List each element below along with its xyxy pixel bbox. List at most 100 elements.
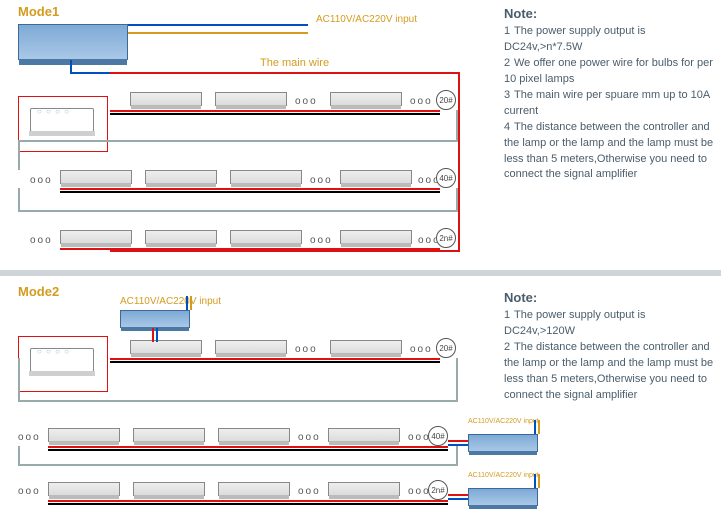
mode1-note-body: 1The power supply output is DC24v,>n*7.5… xyxy=(504,24,714,183)
wire xyxy=(448,444,468,446)
wire xyxy=(18,400,458,402)
wire xyxy=(538,474,540,488)
mode2-psu-r2 xyxy=(468,488,538,506)
panel xyxy=(215,92,287,106)
section-divider xyxy=(0,270,721,276)
panel xyxy=(230,170,302,184)
mode2-circle-20: 20# xyxy=(436,338,456,358)
wire xyxy=(456,110,458,140)
panel xyxy=(60,230,132,244)
wire xyxy=(60,188,440,190)
panel xyxy=(48,482,120,496)
dots: ooo xyxy=(298,486,321,497)
mode2-note-2: The distance between the controller and … xyxy=(504,341,713,401)
panel xyxy=(340,230,412,244)
mode1-note-title: Note: xyxy=(504,6,537,21)
panel xyxy=(133,482,205,496)
panel xyxy=(48,428,120,442)
wire xyxy=(110,72,460,74)
wire xyxy=(156,328,158,342)
dots: ooo xyxy=(30,175,53,186)
wire xyxy=(60,248,440,250)
panel xyxy=(218,428,290,442)
wire xyxy=(448,494,468,496)
panel xyxy=(218,482,290,496)
wire xyxy=(48,500,448,502)
mode1-note-1: The power supply output is DC24v,>n*7.5W xyxy=(504,25,645,53)
wire xyxy=(186,296,188,310)
mode1-circle-40: 40# xyxy=(436,168,456,188)
wire xyxy=(534,420,536,434)
wire xyxy=(18,188,20,210)
wire xyxy=(110,250,460,252)
panel xyxy=(133,428,205,442)
dots: ooo xyxy=(30,235,53,246)
panel xyxy=(328,428,400,442)
wire xyxy=(110,113,440,115)
mode2-label: Mode2 xyxy=(18,284,59,299)
mode1-label: Mode1 xyxy=(18,4,59,19)
wire xyxy=(128,24,308,26)
dots: ooo xyxy=(410,96,433,107)
wire xyxy=(458,72,460,252)
wire xyxy=(18,358,20,400)
panel xyxy=(330,92,402,106)
wire xyxy=(18,210,458,212)
dots: ooo xyxy=(298,432,321,443)
mode1-circle-2n: 2n# xyxy=(436,228,456,248)
dots: ooo xyxy=(295,96,318,107)
dots: ooo xyxy=(310,175,333,186)
wire xyxy=(18,446,20,464)
dots: ooo xyxy=(310,235,333,246)
panel xyxy=(328,482,400,496)
panel xyxy=(60,170,132,184)
mode1-circle-20: 20# xyxy=(436,90,456,110)
mode2-note-1: The power supply output is DC24v,>120W xyxy=(504,309,645,337)
mode1-note-2: We offer one power wire for bulbs for pe… xyxy=(504,57,713,85)
mode1-psu xyxy=(18,24,128,60)
wire xyxy=(18,140,458,142)
panel xyxy=(215,340,287,354)
wire xyxy=(456,188,458,210)
wire xyxy=(456,446,458,464)
wire xyxy=(60,191,440,193)
wire xyxy=(128,32,308,34)
panel xyxy=(340,170,412,184)
wire xyxy=(110,110,440,112)
dots: ooo xyxy=(18,486,41,497)
mode2-ac-input: AC110V/AC220V input xyxy=(120,296,221,307)
mode1-controller xyxy=(30,108,94,132)
mode2-note-body: 1The power supply output is DC24v,>120W … xyxy=(504,308,714,404)
wire xyxy=(48,446,448,448)
wire xyxy=(18,464,458,466)
wire xyxy=(448,498,468,500)
mode2-circle-40: 40# xyxy=(428,426,448,446)
panel xyxy=(130,340,202,354)
dots: ooo xyxy=(410,344,433,355)
panel xyxy=(230,230,302,244)
mode2-controller xyxy=(30,348,94,372)
mode1-ac-input: AC110V/AC220V input xyxy=(316,14,417,25)
wire xyxy=(18,140,20,170)
mode2-note-title: Note: xyxy=(504,290,537,305)
wire xyxy=(48,449,448,451)
wire xyxy=(152,328,154,342)
panel xyxy=(330,340,402,354)
wire xyxy=(448,440,468,442)
wire xyxy=(48,503,448,505)
mode2-circle-2n: 2n# xyxy=(428,480,448,500)
mode2-psu-r1 xyxy=(468,434,538,452)
mode2-psu-top xyxy=(120,310,190,328)
mode1-note-3: The main wire per spuare mm up to 10A cu… xyxy=(504,89,710,117)
mode2-ac-small-1: AC110V/AC220V input xyxy=(468,418,539,425)
panel xyxy=(145,170,217,184)
wire xyxy=(70,60,72,72)
wire xyxy=(110,358,440,360)
wire xyxy=(538,420,540,434)
panel xyxy=(145,230,217,244)
mode1-note-4: The distance between the controller and … xyxy=(504,121,713,181)
wire xyxy=(534,474,536,488)
mode1-mainwire: The main wire xyxy=(260,57,329,69)
wire xyxy=(456,358,458,400)
wire xyxy=(110,361,440,363)
